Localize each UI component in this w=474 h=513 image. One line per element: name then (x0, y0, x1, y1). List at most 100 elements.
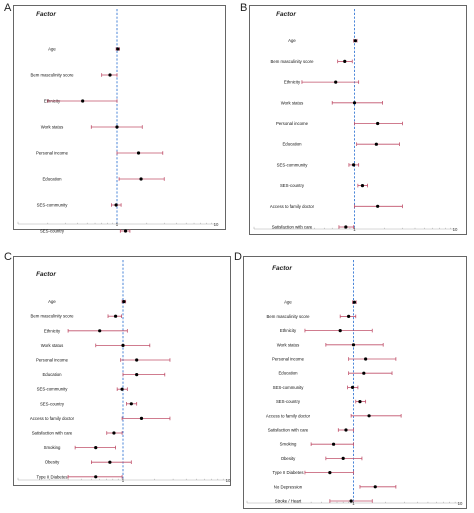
panel-d-odds-ratio-point (351, 343, 356, 347)
panel-a-factor-label: Personal income (36, 151, 69, 156)
panel-b-x-tick-label: 1 (353, 227, 356, 232)
panel-a-odds-ratio-point (116, 47, 120, 51)
panel-a-odds-ratio-point (114, 203, 118, 207)
panel-c-odds-ratio-point (129, 402, 133, 406)
panel-d-factor-label: Obesity (281, 456, 296, 461)
panel-c-odds-ratio-point (135, 373, 139, 377)
panel-letter-a: A (4, 2, 12, 14)
panel-a-factor-label: Education (42, 177, 62, 182)
panel-d-odds-ratio-point (373, 485, 377, 489)
panel-d-odds-ratio-point (358, 400, 362, 404)
panel-a-factor-label: Work status (41, 125, 64, 130)
panel-c-factor-label: Type II Diabetes (36, 474, 67, 479)
panel-d-factor-label: Satisfaction with care (268, 428, 309, 433)
panel-a-factor-label: Bem masculinity score (31, 73, 75, 78)
panel-b-odds-ratio-point (344, 225, 348, 229)
panel-c-odds-ratio-point (135, 358, 139, 362)
panel-a-odds-ratio-point (123, 229, 128, 233)
panel-c-factor-label: SES-community (37, 387, 69, 392)
panel-b-factor-label: Satisfaction with care (272, 225, 313, 230)
panel-c-odds-ratio-point (94, 446, 98, 450)
panel-letter-b: B (240, 2, 248, 14)
panel-letter-d: D (234, 251, 242, 263)
panel-b-odds-ratio-point (352, 163, 356, 167)
panel-b-factor-label: Education (282, 142, 302, 147)
panel-d-factor-label: Access to family doctor (266, 413, 311, 418)
panel-d-factor-label: Type II Diabetes (272, 470, 303, 475)
panel-c-odds-ratio-point (108, 460, 112, 464)
panel-d-factor-label: Smoking (280, 442, 297, 447)
panel-b-factor-label: SES-community (277, 162, 309, 167)
panel-c-odds-ratio-point (121, 343, 125, 347)
panel-c-factor-label: Personal income (36, 358, 69, 363)
panel-d-factor-label: Work status (277, 342, 300, 347)
panel-d-x-tick-label: 1 (352, 501, 355, 506)
panel-a-factor-label: SES-community (37, 203, 69, 208)
panel-b-odds-ratio-point (343, 59, 347, 64)
forest-plot-panel-b (249, 5, 467, 235)
panel-c-odds-ratio-point (94, 475, 98, 479)
forest-plot-panel-c (13, 256, 231, 486)
panel-a-x-tick-label: 1 (116, 222, 119, 227)
panel-d-odds-ratio-point (362, 371, 366, 375)
panel-d-factor-label: Bem masculinity score (267, 314, 311, 319)
panel-d-odds-ratio-point (331, 442, 336, 446)
panel-c-x-tick-label: 1 (122, 478, 125, 483)
panel-d-odds-ratio-point (347, 314, 351, 318)
panel-d-factor-label: Age (284, 300, 292, 305)
panel-c-odds-ratio-point (139, 416, 144, 420)
panel-d-odds-ratio-point (352, 300, 357, 304)
panel-d-odds-ratio-point (328, 471, 332, 475)
panel-d-factor-label: Stroke / Heart (275, 499, 302, 504)
panel-a-factor-label: Age (48, 47, 56, 52)
panel-b-odds-ratio-point (376, 121, 380, 126)
panel-a-odds-ratio-point (81, 99, 85, 103)
panel-c-factor-label: Work status (41, 343, 64, 348)
panel-c-factor-label: SES-country (40, 401, 65, 406)
panel-b-factor-label: Personal income (276, 121, 309, 126)
panel-c-factor-label: Obesity (45, 460, 60, 465)
panel-d-odds-ratio-point (350, 385, 355, 389)
panel-a-odds-ratio-point (139, 177, 143, 181)
panel-d-odds-ratio-point (367, 414, 371, 418)
panel-letter-c: C (4, 251, 12, 263)
panel-b-factor-label: Age (288, 38, 296, 43)
panel-d-factor-label: SES-country (276, 399, 301, 404)
panel-c-x-tick-label: 10 (226, 478, 231, 483)
panel-d-header: Factor (272, 265, 292, 272)
panel-c-factor-label: Access to family doctor (30, 416, 75, 421)
panel-b-x-tick-label: 10 (453, 227, 458, 232)
panel-d-factor-label: Personal income (272, 357, 305, 362)
panel-a-factor-label: SES-country (40, 229, 65, 234)
forest-plot-panel-d (243, 256, 467, 509)
panel-d-odds-ratio-point (338, 329, 342, 333)
panel-c-odds-ratio-point (122, 300, 126, 304)
panel-c-factor-label: Education (42, 372, 62, 377)
panel-b-odds-ratio-point (334, 80, 338, 84)
panel-b-factor-label: SES-country (280, 183, 305, 188)
panel-b-odds-ratio-point (352, 101, 357, 105)
panel-d-x-tick-label: 10 (458, 501, 463, 506)
panel-d-odds-ratio-point (341, 456, 345, 460)
panel-d-factor-label: Ethnicity (280, 328, 297, 333)
forest-plot-panel-a (13, 5, 226, 230)
panel-a-odds-ratio-point (136, 151, 141, 155)
panel-b-odds-ratio-point (376, 204, 380, 208)
panel-d-odds-ratio-point (344, 428, 348, 432)
panel-a-x-tick-label: 10 (214, 222, 219, 227)
panel-b-factor-label: Work status (281, 100, 304, 105)
panel-a-odds-ratio-point (108, 73, 112, 77)
panel-b-factor-label: Access to family doctor (270, 204, 315, 209)
panel-b-odds-ratio-point (374, 142, 378, 146)
panel-c-factor-label: Smoking (44, 445, 61, 450)
panel-c-header: Factor (36, 271, 56, 278)
panel-b-odds-ratio-point (353, 39, 357, 43)
panel-c-factor-label: Satisfaction with care (32, 431, 73, 436)
panel-b-odds-ratio-point (360, 184, 365, 188)
panel-b-header: Factor (276, 11, 296, 18)
panel-c-odds-ratio-point (98, 329, 102, 333)
panel-d-odds-ratio-point (349, 499, 353, 503)
panel-b-factor-label: Ethnicity (284, 80, 301, 85)
panel-c-odds-ratio-point (120, 387, 124, 391)
